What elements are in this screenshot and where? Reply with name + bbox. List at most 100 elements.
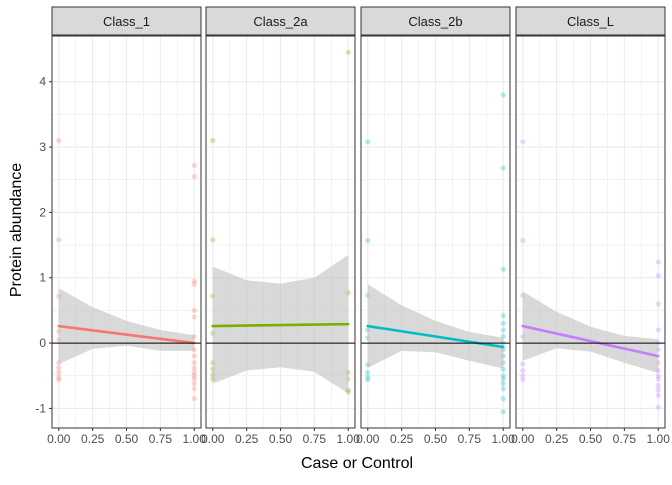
strip-label: Class_2a [253, 14, 308, 29]
y-tick-label: 1 [39, 271, 46, 285]
data-point [500, 320, 506, 327]
data-point [56, 374, 62, 380]
data-point [210, 237, 216, 243]
y-tick-label: 2 [39, 205, 46, 219]
x-tick-label: 0.00 [201, 432, 225, 446]
strip-label: Class_2b [408, 14, 462, 29]
regression-line [521, 324, 660, 358]
x-tick-label: 0.50 [269, 432, 293, 446]
data-point [520, 373, 526, 379]
data-point [191, 360, 197, 366]
data-point [56, 377, 62, 383]
data-point [655, 382, 661, 389]
x-axis-title: Case or Control [301, 455, 413, 472]
data-point [500, 386, 506, 392]
x-tick-label: 0.25 [81, 432, 105, 446]
x-tick-label: 0.50 [115, 432, 139, 446]
facet-panel-class_l: Class_L 0.00 0.25 0.50 0.75 1.00 [511, 6, 671, 446]
data-point [500, 376, 506, 382]
data-point [191, 380, 197, 387]
confidence-band [58, 288, 195, 364]
data-point [191, 365, 197, 371]
x-tick-label: 0.00 [356, 432, 380, 446]
y-tick-label: -1 [35, 401, 46, 415]
data-point [191, 396, 197, 402]
facet-panel-class_1: Class_1 0.00 0.25 0.50 0.75 1.00 -1 0 1 2 3 4 [35, 6, 207, 446]
data-point [191, 162, 197, 168]
data-point [365, 377, 371, 383]
data-point [191, 307, 197, 313]
data-point [210, 137, 216, 144]
data-point [500, 313, 506, 319]
data-point [655, 373, 661, 379]
data-point [191, 173, 197, 180]
data-point [655, 327, 661, 333]
data-point [500, 92, 506, 98]
data-point [500, 380, 506, 387]
x-tick-label: 0.75 [458, 432, 482, 446]
strip-background [515, 6, 666, 36]
x-tick-label: 1.00 [492, 432, 516, 446]
x-tick-label: 0.75 [303, 432, 327, 446]
data-point [191, 281, 197, 287]
data-point [56, 137, 62, 144]
x-tick-label: 0.25 [235, 432, 259, 446]
strip-label: Class_L [567, 14, 614, 29]
regression-line [57, 324, 196, 345]
data-point [191, 369, 197, 376]
y-tick-label: 0 [39, 336, 46, 350]
facet-panel-class_2a: Class_2a 0.00 0.25 0.50 0.75 1.00 [201, 6, 361, 446]
x-tick-label: 0.75 [149, 432, 173, 446]
x-tick-label: 0.00 [511, 432, 535, 446]
x-tick-label: 0.75 [613, 432, 637, 446]
data-point [500, 409, 506, 415]
x-tick-label: 1.00 [183, 432, 207, 446]
facet-panel-class_2b: Class_2b 0.00 0.25 0.50 0.75 1.00 [356, 6, 516, 446]
regression-line [211, 322, 350, 328]
data-point [500, 266, 506, 272]
data-point [191, 376, 197, 382]
data-point [655, 404, 661, 410]
data-point [345, 49, 351, 55]
strip-label: Class_1 [103, 14, 150, 29]
confidence-band [367, 284, 504, 369]
data-point [500, 396, 506, 402]
data-point [655, 376, 661, 382]
strip-background [205, 6, 356, 36]
data-point [655, 301, 661, 307]
y-tick-label: 3 [39, 140, 46, 154]
data-point [365, 237, 371, 244]
data-point [191, 373, 197, 379]
x-tick-label: 0.25 [545, 432, 569, 446]
x-tick-label: 0.25 [390, 432, 414, 446]
data-point [655, 259, 661, 265]
data-point [365, 369, 371, 376]
data-point [500, 327, 506, 333]
y-tick-label: 4 [39, 75, 46, 89]
strip-background [51, 6, 202, 36]
data-point [520, 139, 526, 145]
data-point [365, 139, 371, 145]
x-tick-label: 1.00 [647, 432, 671, 446]
x-tick-label: 1.00 [337, 432, 361, 446]
data-point [500, 165, 506, 171]
data-point [191, 278, 197, 284]
x-tick-label: 0.00 [47, 432, 71, 446]
strip-background [360, 6, 511, 36]
data-point [500, 373, 506, 379]
x-tick-label: 0.50 [424, 432, 448, 446]
data-point [655, 392, 661, 398]
data-point [56, 237, 62, 243]
data-point [655, 387, 661, 393]
data-point [191, 314, 197, 320]
y-axis-title: Protein abundance [8, 163, 25, 297]
confidence-band [522, 291, 659, 374]
data-point [365, 374, 371, 380]
data-point [56, 369, 62, 376]
data-point [520, 367, 526, 374]
data-point [520, 361, 526, 367]
data-point [520, 377, 526, 383]
data-point [191, 386, 197, 392]
data-point [56, 365, 62, 371]
